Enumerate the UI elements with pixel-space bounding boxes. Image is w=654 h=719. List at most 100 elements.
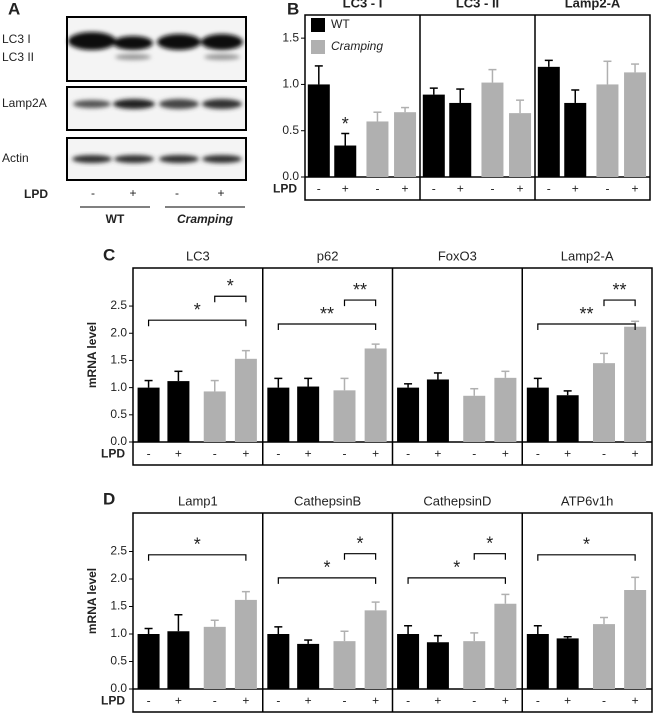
- y-label: mRNA level: [85, 322, 99, 388]
- condition-sign: +: [502, 694, 509, 708]
- group-label: WT: [106, 212, 125, 226]
- group-label: Cramping: [177, 212, 234, 226]
- condition-sign: +: [372, 447, 379, 461]
- y-tick-label: 0.0: [110, 681, 127, 695]
- condition-sign: -: [276, 447, 280, 461]
- condition-sign: +: [434, 447, 441, 461]
- y-tick-label: 0.5: [110, 654, 127, 668]
- condition-sign: +: [372, 694, 379, 708]
- bar: [526, 387, 549, 442]
- significance-bracket: [537, 554, 636, 561]
- bar: [297, 643, 320, 689]
- panel-letter: A: [8, 0, 20, 18]
- blot-label: LC3 I: [2, 32, 31, 46]
- bar: [333, 641, 356, 689]
- y-tick-label: 1.5: [110, 353, 127, 367]
- bar: [526, 634, 549, 689]
- condition-sign: -: [175, 186, 179, 200]
- bar: [463, 641, 486, 689]
- bar: [494, 377, 517, 442]
- panel-title: p62: [317, 248, 339, 263]
- condition-sign: -: [147, 694, 151, 708]
- significance-bracket: [147, 319, 247, 327]
- legend-label: WT: [331, 17, 350, 31]
- y-tick-label: 0.0: [282, 169, 299, 183]
- bands: [72, 155, 242, 163]
- condition-sign: -: [547, 182, 551, 196]
- bar: [449, 102, 472, 177]
- condition-sign: -: [536, 447, 540, 461]
- significance-bracket: [473, 553, 506, 560]
- condition-sign: -: [605, 182, 609, 196]
- bar: [267, 387, 290, 442]
- significance-bracket: [277, 577, 377, 584]
- y-tick-label: 2.0: [110, 325, 127, 339]
- bar: [624, 72, 647, 177]
- bar: [596, 84, 619, 177]
- condition-sign: -: [375, 182, 379, 196]
- significance-star: *: [453, 558, 460, 578]
- panel-title: Lamp2-A: [565, 0, 621, 10]
- condition-sign: +: [342, 182, 349, 196]
- condition-sign: +: [175, 694, 182, 708]
- bar: [167, 631, 190, 689]
- condition-sign: +: [305, 694, 312, 708]
- condition-sign: +: [632, 182, 639, 196]
- bar: [203, 626, 226, 689]
- bar: [624, 326, 647, 442]
- panel-title: FoxO3: [438, 248, 477, 263]
- condition-sign: -: [213, 694, 217, 708]
- bar: [481, 82, 504, 177]
- condition-sign: +: [242, 447, 249, 461]
- significance-star: *: [342, 114, 349, 134]
- significance-star: *: [323, 558, 330, 578]
- x-label: LPD: [273, 182, 297, 196]
- condition-sign: +: [564, 694, 571, 708]
- bar: [267, 634, 290, 689]
- bar: [564, 102, 587, 177]
- condition-sign: -: [472, 447, 476, 461]
- panel-title: LC3 - II: [456, 0, 499, 10]
- x-label: LPD: [24, 187, 48, 201]
- bar: [509, 113, 532, 177]
- legend-swatch: [311, 18, 325, 32]
- condition-sign: +: [175, 447, 182, 461]
- panel-letter: C: [103, 245, 115, 264]
- bar: [137, 634, 160, 689]
- panel-title: CathepsinD: [423, 493, 491, 508]
- significance-star: *: [194, 535, 201, 555]
- bar: [494, 603, 517, 689]
- significance-star: *: [583, 535, 590, 555]
- y-tick-label: 0.0: [110, 434, 127, 448]
- significance-bracket: [343, 553, 377, 560]
- bar: [307, 84, 330, 177]
- bar: [463, 395, 486, 442]
- condition-sign: -: [213, 447, 217, 461]
- panel-a: A LC3 I LC3 II Lamp2A Actin LPD - + - + …: [2, 0, 247, 226]
- condition-sign: -: [147, 447, 151, 461]
- bar: [364, 348, 387, 442]
- condition-sign: -: [490, 182, 494, 196]
- condition-sign: -: [602, 694, 606, 708]
- bands: [73, 99, 242, 109]
- bar: [592, 624, 615, 689]
- significance-bracket: [603, 299, 636, 307]
- bar: [422, 94, 445, 177]
- y-label: mRNA level: [85, 568, 99, 634]
- plot-frame: [304, 14, 651, 201]
- bar: [624, 590, 647, 689]
- condition-sign: -: [91, 186, 95, 200]
- condition-sign: -: [342, 694, 346, 708]
- significance-star: *: [357, 533, 364, 553]
- condition-sign: -: [406, 694, 410, 708]
- y-tick-label: 1.0: [110, 380, 127, 394]
- condition-sign: +: [632, 694, 639, 708]
- bar: [592, 363, 615, 442]
- panel-letter: B: [287, 0, 299, 18]
- panel-title: ATP6v1h: [561, 493, 614, 508]
- condition-sign: +: [457, 182, 464, 196]
- bar: [234, 599, 257, 689]
- condition-sign: -: [342, 447, 346, 461]
- condition-sign: -: [536, 694, 540, 708]
